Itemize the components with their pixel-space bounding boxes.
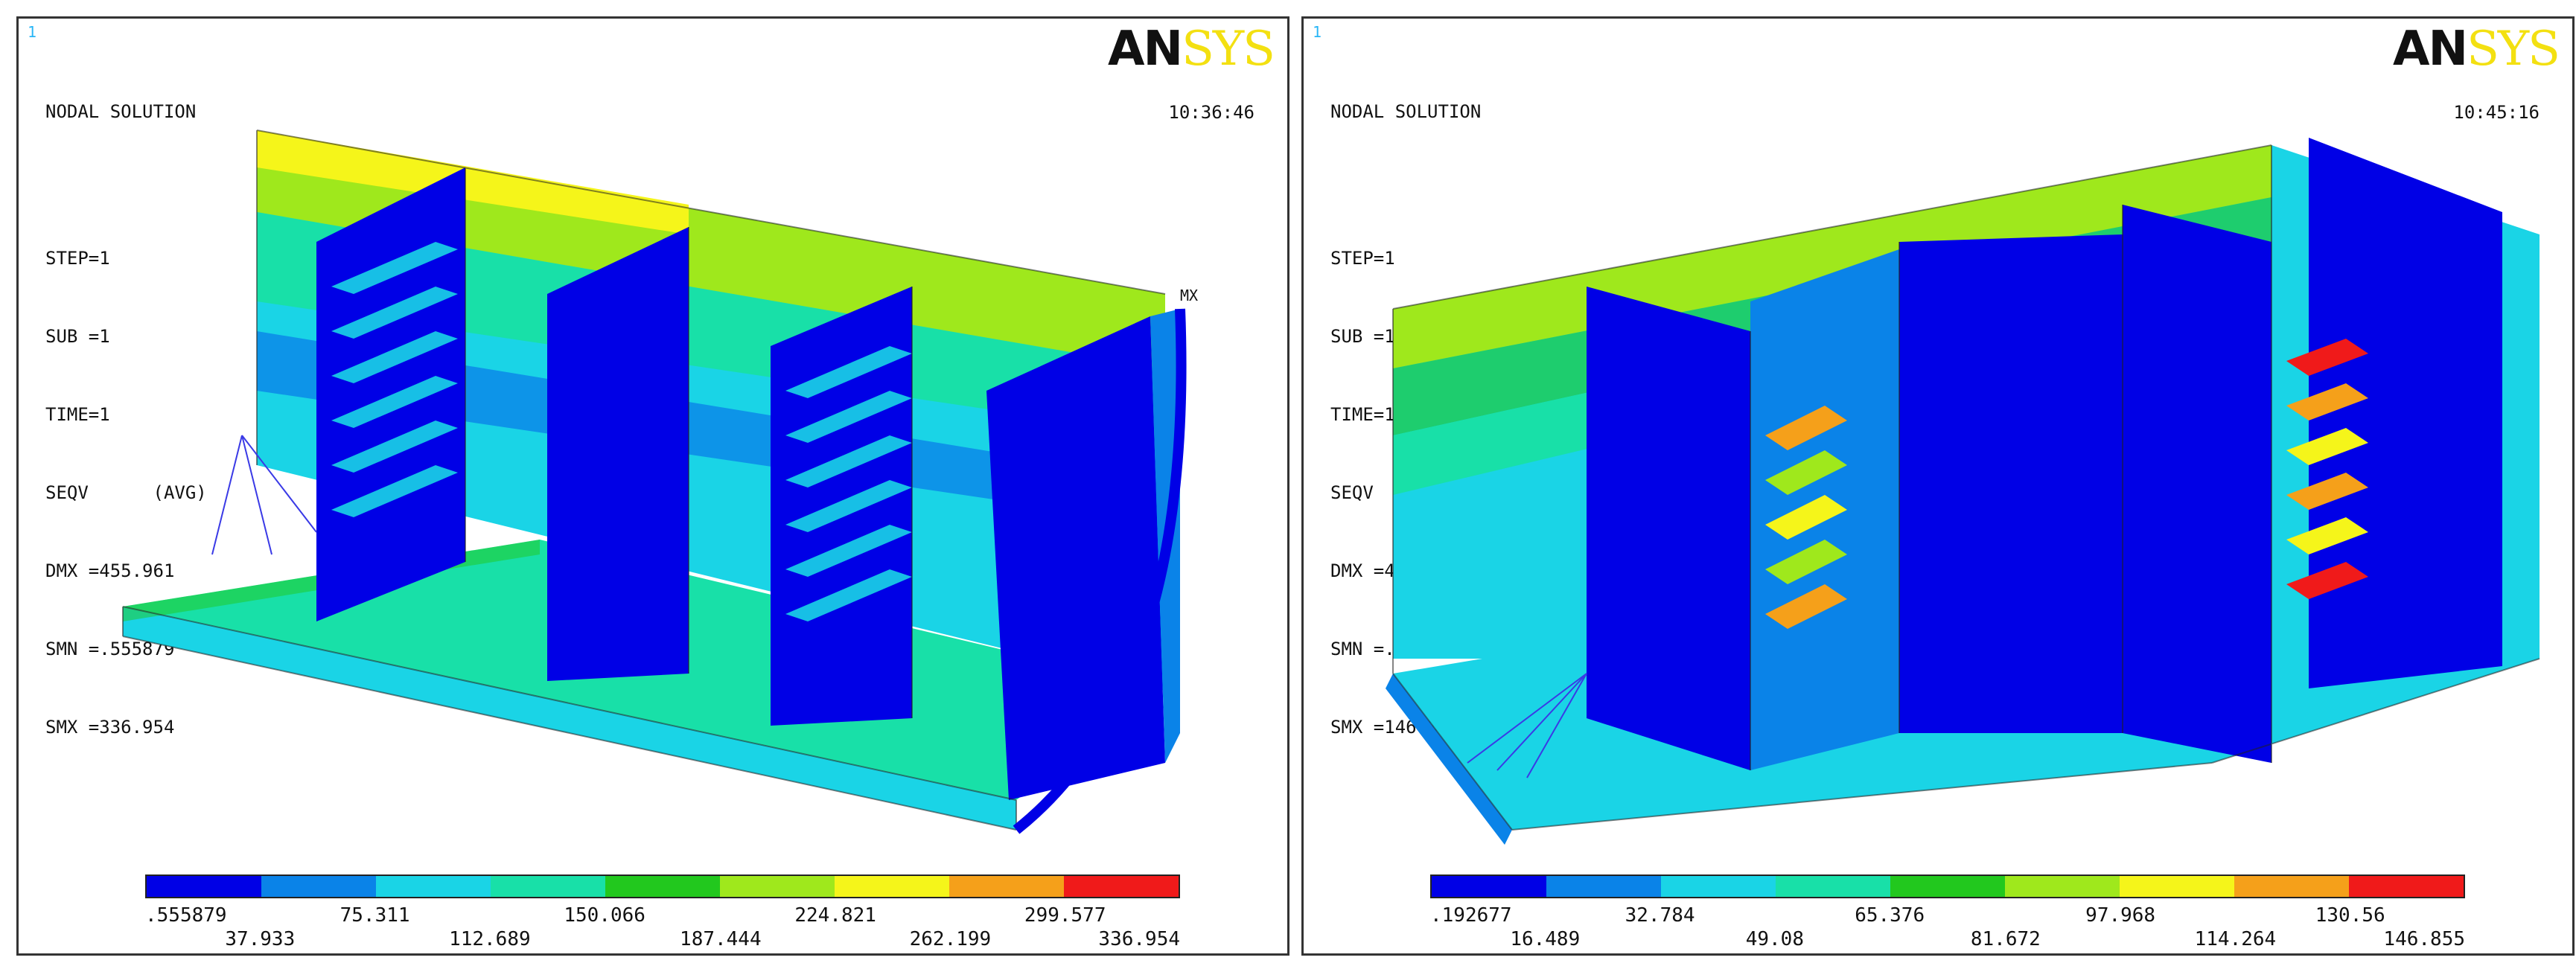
- legend-label: 224.821: [794, 904, 876, 927]
- right-plot-panel: 1 NODAL SOLUTION STEP=1 SUB =1 TIME=1 SE…: [1301, 16, 2575, 956]
- legend-band: [491, 876, 605, 897]
- legend-label: 336.954: [1098, 928, 1180, 950]
- legend-band: [1661, 876, 1776, 897]
- stress-contour-model: [122, 130, 1187, 834]
- plot-timestamp: 10:45:16: [2453, 102, 2540, 123]
- legend-label: 262.199: [909, 928, 992, 950]
- ansys-logo: ANSYS: [2392, 22, 2560, 77]
- legend-label: 37.933: [225, 928, 296, 950]
- legend-band: [147, 876, 261, 897]
- contour-legend: [145, 875, 1180, 898]
- legend-label: 146.855: [2383, 928, 2465, 950]
- legend-band: [835, 876, 949, 897]
- legend-labels-top: .192677 32.784 65.376 97.968 130.56: [1430, 904, 2465, 928]
- legend-label: 81.672: [1970, 928, 2041, 950]
- legend-band: [605, 876, 720, 897]
- contour-legend: [1430, 875, 2465, 898]
- legend-band: [2005, 876, 2120, 897]
- legend-label: .555879: [145, 904, 227, 927]
- info-sub: SUB =1: [45, 326, 110, 347]
- legend-label: 299.577: [1024, 904, 1106, 927]
- legend-label: 75.311: [339, 904, 410, 927]
- legend-label: .192677: [1430, 904, 1512, 927]
- legend-band: [376, 876, 491, 897]
- info-step: STEP=1: [45, 248, 110, 269]
- legend-labels-bottom: 16.489 49.08 81.672 114.264 146.855: [1430, 928, 2465, 952]
- window-index: 1: [1313, 23, 1322, 41]
- legend-label: 65.376: [1855, 904, 1925, 927]
- legend-band: [1064, 876, 1179, 897]
- legend-label: 112.689: [449, 928, 531, 950]
- legend-band: [1890, 876, 2005, 897]
- legend-label: 130.56: [2315, 904, 2385, 927]
- info-header: NODAL SOLUTION: [45, 101, 197, 122]
- legend-band: [261, 876, 376, 897]
- info-sub: SUB =1: [1330, 326, 1395, 347]
- legend-labels-bottom: 37.933 112.689 187.444 262.199 336.954: [145, 928, 1180, 952]
- info-time: TIME=1: [1330, 404, 1395, 425]
- legend-label: 187.444: [680, 928, 762, 950]
- legend-band: [720, 876, 835, 897]
- legend-band: [949, 876, 1064, 897]
- legend-band: [2234, 876, 2349, 897]
- ansys-logo: ANSYS: [1107, 22, 1275, 77]
- legend-label: 114.264: [2194, 928, 2277, 950]
- legend-band: [2349, 876, 2464, 897]
- legend-label: 32.784: [1625, 904, 1695, 927]
- legend-label: 49.08: [1745, 928, 1804, 950]
- info-header: NODAL SOLUTION: [1330, 101, 1482, 122]
- info-step: STEP=1: [1330, 248, 1395, 269]
- info-seqv: SEQV (AVG): [45, 482, 207, 503]
- info-smx: SMX =336.954: [45, 717, 175, 738]
- legend-label: 97.968: [2085, 904, 2156, 927]
- info-dmx: DMX =455.961: [45, 560, 175, 581]
- legend-label: 150.066: [564, 904, 645, 927]
- stress-contour-model: [1386, 138, 2540, 845]
- legend-band: [1432, 876, 1546, 897]
- left-plot-panel: 1 NODAL SOLUTION STEP=1 SUB =1 TIME=1 SE…: [16, 16, 1289, 956]
- legend-label: 16.489: [1510, 928, 1581, 950]
- legend-labels-top: .555879 75.311 150.066 224.821 299.577: [145, 904, 1180, 928]
- legend-band: [1776, 876, 1890, 897]
- nodal-solution-info: NODAL SOLUTION STEP=1 SUB =1 TIME=1 SEQV…: [45, 47, 207, 793]
- max-marker: MX: [1180, 287, 1199, 304]
- plot-timestamp: 10:36:46: [1168, 102, 1254, 123]
- window-index: 1: [28, 23, 37, 41]
- legend-band: [1546, 876, 1661, 897]
- info-time: TIME=1: [45, 404, 110, 425]
- legend-band: [2120, 876, 2234, 897]
